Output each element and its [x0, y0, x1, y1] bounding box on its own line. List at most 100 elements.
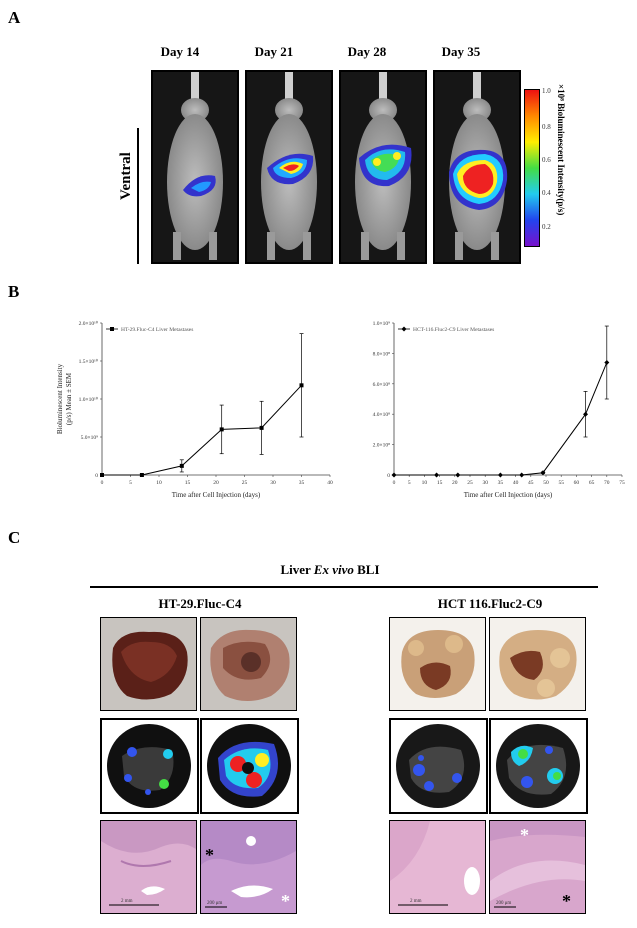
x-tick-label: 0 — [101, 480, 104, 486]
x-tick-label: 10 — [156, 480, 162, 486]
mouse-image-day-14 — [151, 70, 239, 264]
x-tick-label: 45 — [528, 480, 534, 486]
data-point — [497, 472, 503, 478]
data-point — [259, 425, 264, 430]
data-point — [391, 472, 397, 478]
he-histology-image: 2 mm — [389, 820, 486, 914]
series-line — [102, 384, 302, 476]
x-tick-label: 30 — [482, 480, 488, 486]
panel-letter-c: C — [8, 528, 21, 547]
x-tick-label: 65 — [589, 480, 595, 486]
y-tick-label: 1.0×10¹⁰ — [79, 396, 99, 403]
y-tick-label: 8.0×10⁸ — [373, 351, 390, 357]
chart-right: 0 5 10 15 20 25 30 35 40 45 50 55 60 65 70 75 0 2.0×10⁸ 4.… — [373, 321, 625, 499]
x-tick-label: 5 — [129, 480, 132, 486]
x-tick-label: 20 — [213, 480, 219, 486]
data-point — [604, 360, 610, 366]
he-histology-image: * * 200 μm — [200, 820, 297, 914]
day-label: Day 14 — [160, 44, 200, 59]
colorbar-tick: 0.4 — [542, 189, 551, 197]
x-tick-label: 70 — [604, 480, 610, 486]
x-tick-label: 25 — [467, 480, 473, 486]
legend-swatch-marker — [401, 326, 407, 332]
he-histology-image: * * 200 μm — [489, 820, 586, 914]
liver-photo — [200, 617, 297, 711]
x-tick-label: 35 — [498, 480, 504, 486]
colorbar — [524, 89, 540, 247]
data-point — [299, 383, 304, 388]
x-tick-label: 60 — [574, 480, 580, 486]
y-tick-label: 1.0×10⁹ — [373, 321, 390, 327]
x-tick-label: 75 — [619, 480, 625, 486]
x-tick-label: 50 — [543, 480, 549, 486]
data-point — [179, 463, 184, 468]
y-tick-label: 4.0×10⁸ — [373, 412, 390, 418]
he-histology-image: 2 mm — [100, 820, 197, 914]
scale-bar-label: 200 μm — [207, 901, 223, 906]
y-tick-label: 0 — [95, 473, 98, 479]
series-line — [394, 362, 608, 476]
scale-bar-label: 2 mm — [121, 899, 133, 904]
scale-bar-label: 200 μm — [496, 901, 512, 906]
colorbar-title: ×10⁸ Bioluminescent Intensity(p/s) — [556, 84, 566, 216]
y-tick-label: 6.0×10⁸ — [373, 382, 390, 388]
y-tick-label: 1.5×10¹⁰ — [79, 358, 99, 365]
title-underline — [90, 586, 598, 588]
data-point — [139, 473, 144, 477]
legend-label: HCT-116.Fluc2-C9 Liver Metastases — [413, 327, 494, 333]
data-point — [219, 427, 224, 432]
colorbar-tick: 0.6 — [542, 156, 551, 164]
bli-image — [389, 718, 488, 814]
x-tick-label: 55 — [558, 480, 564, 486]
mouse-image-day-21 — [245, 70, 333, 264]
data-point — [434, 472, 440, 478]
sample-label-hct116: HCT 116.Fluc2-C9 — [437, 596, 543, 611]
legend-label: HT-29.Fluc-C4 Liver Metastases — [121, 327, 193, 333]
x-tick-label: 25 — [242, 480, 248, 486]
mouse-image-day-28 — [339, 70, 427, 264]
asterisk-marker: * — [520, 825, 529, 845]
sample-label-ht29: HT-29.Fluc-C4 — [158, 596, 242, 611]
chart-left: 0 5 10 15 20 25 30 35 40 0 5.0×10⁹ 1.0×10¹⁰ 1.5×10¹⁰… — [56, 320, 333, 499]
x-tick-label: 40 — [513, 480, 519, 486]
liver-ex-vivo-title: Liver Ex vivo BLI — [280, 562, 380, 577]
colorbar-tick: 1.0 — [542, 87, 551, 95]
x-axis-title: Time after Cell Injection (days) — [464, 491, 553, 499]
panel-letter-a: A — [8, 8, 21, 27]
y-axis-title: (p/s) Mean ± SEM — [65, 372, 73, 425]
day-label: Day 21 — [254, 44, 294, 59]
x-tick-label: 40 — [327, 480, 333, 486]
x-tick-label: 20 — [452, 480, 458, 486]
day-label: Day 28 — [347, 44, 387, 59]
data-point — [100, 473, 104, 477]
x-tick-label: 10 — [422, 480, 428, 486]
bracket-line — [137, 128, 139, 264]
x-tick-label: 5 — [408, 480, 411, 486]
mouse-image-day-35 — [433, 70, 521, 264]
colorbar-tick: 0.8 — [542, 123, 551, 131]
liver-photo — [100, 617, 197, 711]
x-tick-label: 15 — [437, 480, 443, 486]
bli-image — [200, 718, 299, 814]
x-tick-label: 15 — [185, 480, 191, 486]
x-tick-label: 0 — [393, 480, 396, 486]
data-point — [519, 472, 525, 478]
y-tick-label: 0 — [387, 473, 390, 479]
bli-image — [100, 718, 199, 814]
data-point — [583, 411, 589, 417]
x-tick-label: 35 — [299, 480, 305, 486]
asterisk-marker: * — [562, 891, 571, 911]
asterisk-marker: * — [205, 845, 214, 865]
colorbar-tick: 0.2 — [542, 223, 551, 231]
legend-swatch-marker — [110, 327, 114, 331]
bli-image — [489, 718, 588, 814]
data-point — [540, 470, 546, 476]
data-point — [455, 472, 461, 478]
day-label: Day 35 — [441, 44, 481, 59]
y-tick-label: 2.0×10⁸ — [373, 443, 390, 449]
scale-bar-label: 2 mm — [410, 899, 422, 904]
view-label-ventral: Ventral — [118, 152, 134, 200]
x-axis-title: Time after Cell Injection (days) — [172, 491, 261, 499]
liver-photo — [389, 617, 486, 711]
y-tick-label: 2.0×10¹⁰ — [79, 320, 99, 327]
